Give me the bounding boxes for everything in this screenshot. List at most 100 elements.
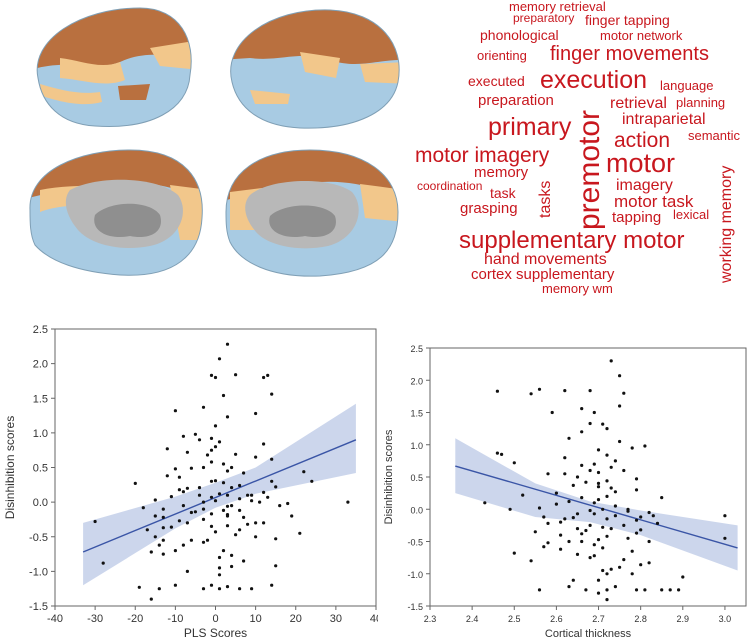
data-point (580, 496, 584, 500)
data-point (634, 531, 639, 535)
data-point (660, 496, 664, 500)
data-point (217, 440, 222, 444)
data-point (217, 555, 222, 560)
data-point (622, 468, 626, 473)
data-point (230, 504, 234, 508)
data-point (546, 541, 550, 545)
data-point (185, 569, 189, 573)
cloud-word: planning (676, 95, 725, 110)
confidence-band (455, 438, 738, 571)
data-point (613, 459, 617, 463)
data-point (254, 535, 258, 539)
data-point (266, 373, 270, 377)
cloud-word: cortex supplementary (471, 266, 615, 283)
data-point (647, 561, 651, 565)
data-point (213, 424, 218, 428)
data-point (563, 389, 567, 393)
data-point (201, 405, 206, 409)
brain-left-lateral (36, 7, 192, 128)
data-point (213, 375, 218, 380)
data-point (500, 452, 504, 456)
data-point (217, 573, 222, 577)
data-point (647, 510, 651, 515)
data-point (567, 585, 571, 589)
data-point (165, 447, 169, 451)
data-point (298, 531, 302, 535)
data-point (209, 524, 214, 528)
data-point (601, 422, 605, 426)
data-point (254, 455, 258, 459)
data-point (189, 466, 193, 470)
data-point (634, 518, 639, 522)
data-point (246, 522, 250, 526)
cloud-word: tapping (612, 209, 661, 226)
x-tick-label: -20 (127, 613, 143, 625)
data-point (651, 514, 655, 518)
data-point (250, 499, 254, 503)
data-point (209, 448, 214, 452)
data-point (559, 547, 563, 551)
data-point (495, 451, 499, 455)
data-point (622, 523, 626, 527)
data-point (213, 530, 218, 534)
cloud-word: grasping (460, 200, 518, 217)
data-point (584, 528, 588, 533)
data-point (153, 535, 157, 539)
data-point (193, 432, 197, 436)
data-point (596, 578, 601, 582)
y-tick-label: 1.5 (33, 393, 48, 405)
data-point (605, 572, 609, 576)
data-point (201, 587, 206, 591)
cloud-word: motor task (614, 192, 694, 211)
data-point (613, 585, 617, 589)
data-point (618, 374, 622, 378)
plot-area (429, 347, 747, 607)
x-axis-label: Cortical thickness (545, 628, 632, 640)
data-point (149, 550, 153, 554)
brain-maps (29, 7, 400, 277)
brain-right-lateral (230, 9, 400, 129)
data-point (575, 552, 580, 556)
data-points (93, 342, 350, 601)
data-point (242, 471, 246, 475)
data-point (153, 498, 157, 502)
x-tick-label: 20 (290, 613, 302, 625)
data-point (643, 588, 647, 592)
y-tick-label: -0.5 (29, 532, 48, 544)
data-point (575, 475, 580, 479)
cloud-word: memory retrieval (509, 0, 606, 14)
cloud-word: tasks (537, 181, 554, 218)
data-point (221, 393, 226, 398)
data-point (209, 436, 214, 440)
cloud-word: primary (488, 113, 572, 141)
data-point (592, 462, 596, 466)
data-point (346, 500, 350, 504)
data-point (246, 493, 250, 497)
data-point (181, 490, 185, 494)
data-point (217, 492, 222, 496)
data-point (225, 493, 230, 497)
data-point (639, 528, 643, 532)
data-point (537, 506, 542, 510)
plot-area (54, 328, 377, 607)
data-point (254, 411, 258, 416)
data-point (238, 497, 242, 501)
data-point (205, 538, 210, 542)
data-point (580, 463, 584, 467)
data-point (234, 373, 238, 377)
data-point (592, 554, 596, 558)
data-point (250, 587, 254, 591)
data-point (546, 521, 550, 525)
brain-left-medial (29, 149, 203, 276)
data-point (197, 486, 202, 490)
data-point (266, 495, 270, 499)
data-point (133, 481, 137, 485)
data-point (660, 588, 664, 592)
cloud-word: preparatory (513, 11, 574, 25)
y-tick-label: 2.0 (410, 376, 423, 386)
cloud-word: supplementary motor (459, 227, 684, 254)
data-point (217, 357, 222, 361)
data-point (723, 514, 727, 518)
data-point (618, 439, 622, 444)
data-point (596, 591, 601, 595)
